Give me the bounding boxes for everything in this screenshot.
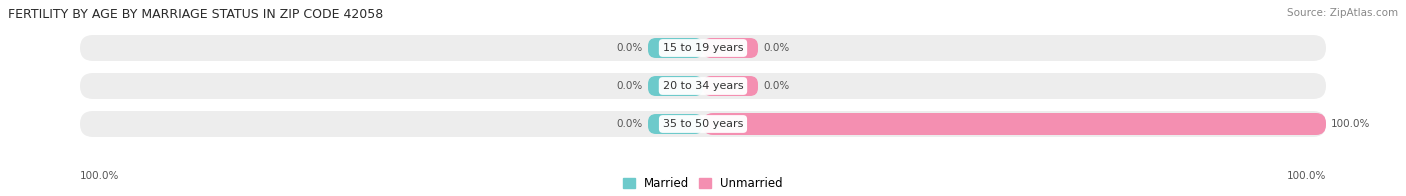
FancyBboxPatch shape (80, 35, 1326, 61)
FancyBboxPatch shape (703, 38, 758, 58)
Text: 0.0%: 0.0% (617, 43, 643, 53)
FancyBboxPatch shape (648, 114, 703, 134)
Text: 15 to 19 years: 15 to 19 years (662, 43, 744, 53)
Text: 0.0%: 0.0% (763, 43, 789, 53)
Legend: Married, Unmarried: Married, Unmarried (623, 177, 783, 190)
Text: 100.0%: 100.0% (80, 171, 120, 181)
Text: 100.0%: 100.0% (1286, 171, 1326, 181)
Text: 20 to 34 years: 20 to 34 years (662, 81, 744, 91)
Text: 35 to 50 years: 35 to 50 years (662, 119, 744, 129)
Text: Source: ZipAtlas.com: Source: ZipAtlas.com (1286, 8, 1398, 18)
FancyBboxPatch shape (703, 76, 758, 96)
Text: 0.0%: 0.0% (617, 81, 643, 91)
Text: FERTILITY BY AGE BY MARRIAGE STATUS IN ZIP CODE 42058: FERTILITY BY AGE BY MARRIAGE STATUS IN Z… (8, 8, 384, 21)
Text: 100.0%: 100.0% (1331, 119, 1371, 129)
FancyBboxPatch shape (648, 76, 703, 96)
FancyBboxPatch shape (80, 73, 1326, 99)
Text: 0.0%: 0.0% (763, 81, 789, 91)
FancyBboxPatch shape (703, 113, 1326, 135)
FancyBboxPatch shape (80, 111, 1326, 137)
Text: 0.0%: 0.0% (617, 119, 643, 129)
FancyBboxPatch shape (648, 38, 703, 58)
